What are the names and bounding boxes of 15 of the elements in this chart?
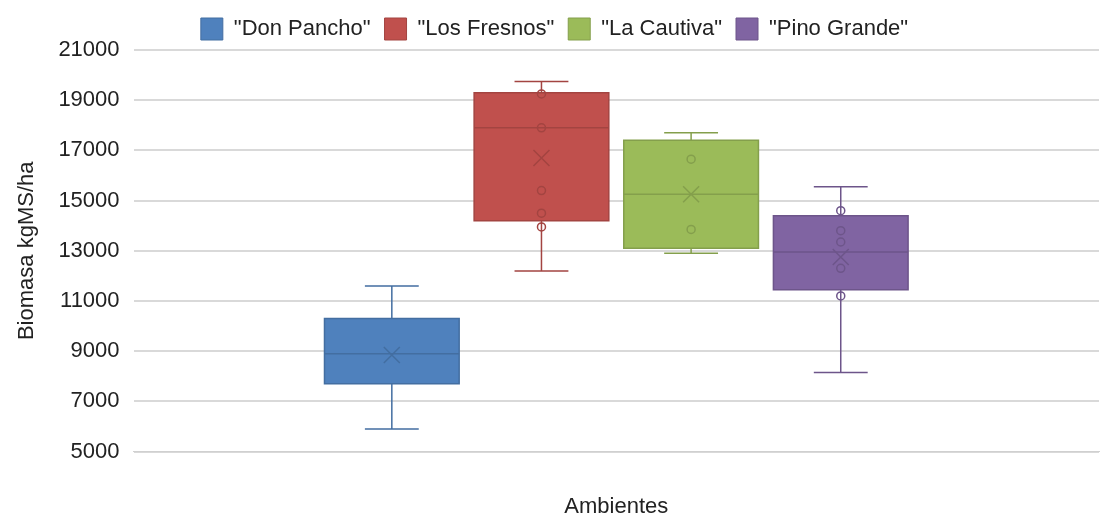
y-tick-label: 17000 — [58, 136, 120, 162]
y-tick-label: 19000 — [58, 86, 120, 112]
legend-label: "Pino Grande" — [769, 15, 909, 41]
y-tick-label: 9000 — [70, 337, 120, 363]
x-axis-title: Ambientes — [564, 492, 669, 518]
y-tick-label: 5000 — [70, 437, 120, 463]
y-tick-label: 15000 — [58, 186, 120, 212]
y-tick-label: 21000 — [58, 36, 120, 62]
y-tick-label: 11000 — [60, 287, 120, 313]
y-axis-title: Biomasa kgMS/ha — [13, 160, 39, 341]
legend-label: "La Cautiva" — [601, 15, 723, 41]
y-tick-label: 13000 — [58, 236, 120, 262]
y-tick-label: 7000 — [70, 387, 120, 413]
legend-label: "Don Pancho" — [233, 15, 371, 41]
legend-label: "Los Fresnos" — [417, 15, 555, 41]
